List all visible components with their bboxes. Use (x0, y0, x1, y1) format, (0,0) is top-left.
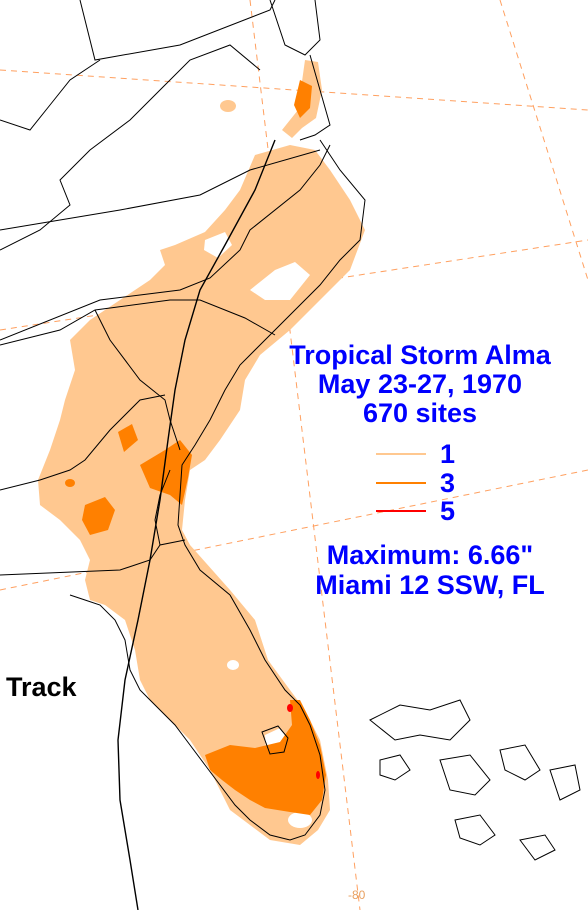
legend-item: 1 (376, 440, 496, 468)
maximum-location: Miami 12 SSW, FL (315, 570, 545, 600)
legend-value: 3 (440, 468, 456, 498)
bahamas-islands (369, 699, 581, 861)
legend-item: 3 (376, 469, 496, 497)
rainfall-gaps (204, 232, 312, 828)
graticule-line (0, 69, 588, 111)
site-count: 670 sites (362, 398, 478, 428)
storm-track-line (117, 139, 276, 910)
storm-title: Tropical Storm Alma (289, 340, 551, 370)
legend-swatch-3 (376, 482, 426, 484)
graticule-line (249, 0, 361, 910)
legend-swatch-1 (376, 453, 426, 455)
legend-value: 5 (440, 496, 456, 526)
legend-value: 1 (440, 439, 456, 469)
track-label: Track (6, 672, 77, 702)
state-boundaries (0, 0, 366, 841)
legend-item: 5 (376, 497, 496, 525)
rainfall-contour-1in (38, 60, 365, 845)
rainfall-contour-3in (65, 80, 326, 815)
longitude-label: -80 (348, 888, 366, 902)
rainfall-contour-5in (287, 704, 320, 779)
storm-dates: May 23-27, 1970 (317, 369, 523, 399)
graticule-line (499, 0, 588, 281)
maximum-rainfall: Maximum: 6.66" (326, 540, 534, 570)
legend-swatch-5 (376, 510, 426, 512)
